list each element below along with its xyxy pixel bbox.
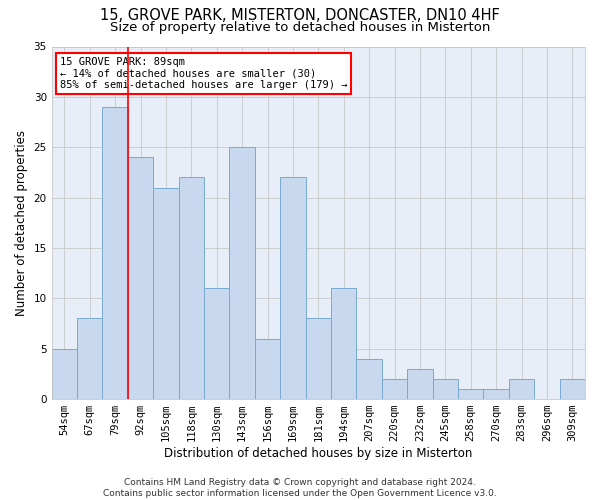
Bar (255, 338, 280, 399)
Text: 15, GROVE PARK, MISTERTON, DONCASTER, DN10 4HF: 15, GROVE PARK, MISTERTON, DONCASTER, DN… (100, 8, 500, 22)
Bar (229, 147, 255, 399)
Text: 15 GROVE PARK: 89sqm
← 14% of detached houses are smaller (30)
85% of semi-detac: 15 GROVE PARK: 89sqm ← 14% of detached h… (59, 57, 347, 90)
X-axis label: Distribution of detached houses by size in Misterton: Distribution of detached houses by size … (164, 447, 473, 460)
Text: Size of property relative to detached houses in Misterton: Size of property relative to detached ho… (110, 21, 490, 34)
Bar (560, 379, 585, 399)
Bar (280, 178, 305, 399)
Bar (103, 107, 128, 399)
Bar (433, 379, 458, 399)
Bar (153, 188, 179, 399)
Bar (458, 389, 484, 399)
Bar (204, 288, 229, 399)
Bar (77, 318, 103, 399)
Bar (52, 348, 77, 399)
Bar (509, 379, 534, 399)
Bar (305, 318, 331, 399)
Text: Contains HM Land Registry data © Crown copyright and database right 2024.
Contai: Contains HM Land Registry data © Crown c… (103, 478, 497, 498)
Bar (407, 369, 433, 399)
Bar (179, 178, 204, 399)
Bar (331, 288, 356, 399)
Y-axis label: Number of detached properties: Number of detached properties (15, 130, 28, 316)
Bar (356, 359, 382, 399)
Bar (128, 158, 153, 399)
Bar (382, 379, 407, 399)
Bar (484, 389, 509, 399)
